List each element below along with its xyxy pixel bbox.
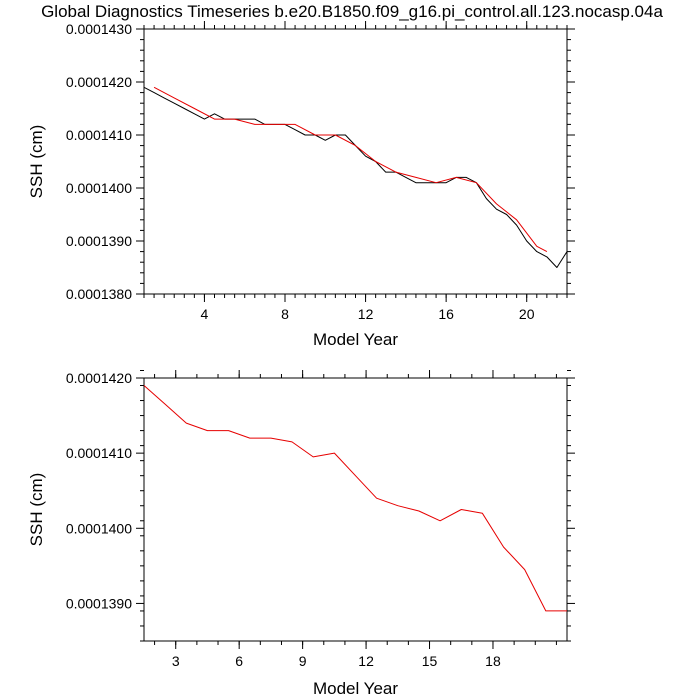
x-tick-label: 3 — [172, 653, 180, 669]
x-tick-label: 6 — [235, 653, 243, 669]
x-tick-label: 4 — [201, 306, 209, 322]
bottom-panel: 3 6 9 12 15 18 0.0001390 0.0001400 0.0001410 0.00… — [27, 369, 575, 698]
y-tick-label: 0.0001390 — [66, 595, 132, 611]
plot-frame — [143, 377, 568, 642]
y-tick-label: 0.0001420 — [66, 74, 132, 90]
x-axis-title: Model Year — [313, 330, 398, 349]
x-tick-label: 12 — [358, 306, 374, 322]
y-tick-label: 0.0001380 — [66, 286, 132, 302]
y-tick-label: 0.0001410 — [66, 445, 132, 461]
x-tick-label: 20 — [519, 306, 535, 322]
tick-marks — [136, 21, 575, 302]
series-line-annual-mean — [143, 385, 567, 612]
x-tick-label: 8 — [281, 306, 289, 322]
series-line-annual-smoothed — [153, 86, 548, 253]
x-tick-label: 18 — [485, 653, 501, 669]
tick-marks — [136, 369, 575, 649]
x-tick-label: 12 — [358, 653, 374, 669]
y-axis-title: SSH (cm) — [27, 125, 46, 199]
x-axis-title: Model Year — [313, 679, 398, 698]
y-tick-label: 0.0001430 — [66, 21, 132, 37]
y-tick-label: 0.0001400 — [66, 520, 132, 536]
y-axis-title: SSH (cm) — [27, 473, 46, 547]
y-tick-label: 0.0001420 — [66, 370, 132, 386]
x-tick-label: 15 — [422, 653, 438, 669]
figure-title: Global Diagnostics Timeseries b.e20.B185… — [41, 2, 663, 21]
top-panel: 4 8 12 16 20 0.0001380 0.0001390 0.0001400 0.000… — [27, 21, 575, 349]
y-tick-label: 0.0001400 — [66, 180, 132, 196]
x-tick-label: 16 — [438, 306, 454, 322]
x-tick-label: 9 — [299, 653, 307, 669]
y-tick-label: 0.0001390 — [66, 233, 132, 249]
y-tick-label: 0.0001410 — [66, 127, 132, 143]
